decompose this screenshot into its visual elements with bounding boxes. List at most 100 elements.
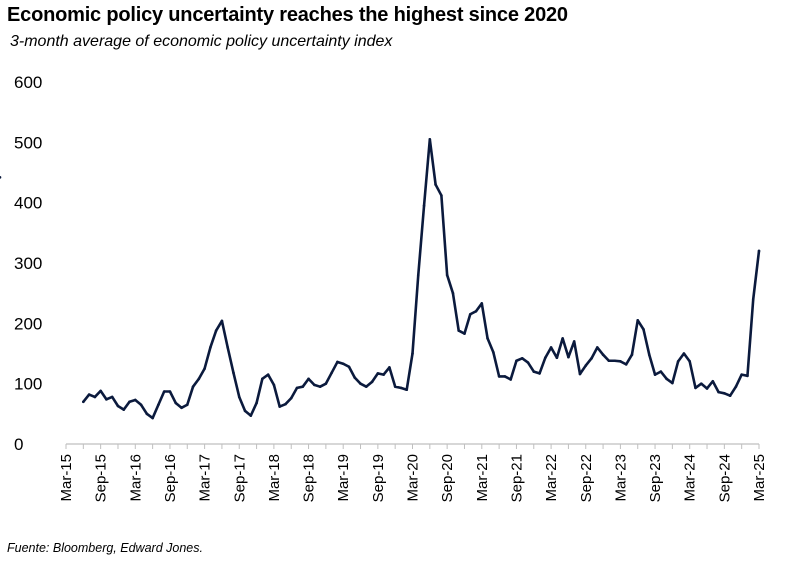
data-point — [272, 383, 276, 387]
data-point — [647, 353, 651, 357]
x-tick-label: Mar-19 — [335, 454, 352, 502]
data-point — [185, 403, 189, 407]
data-point — [665, 377, 668, 381]
x-tick-label: Mar-16 — [127, 454, 144, 502]
data-point — [295, 386, 299, 390]
data-point — [544, 356, 547, 360]
data-point — [341, 362, 345, 366]
x-tick-label: Sep-20 — [439, 454, 456, 502]
data-point — [561, 337, 564, 340]
data-point — [307, 377, 310, 381]
series-line — [82, 138, 761, 420]
data-point — [249, 414, 253, 417]
data-point — [191, 385, 195, 388]
data-point — [526, 361, 530, 364]
data-point — [555, 356, 559, 360]
y-tick-label: 600 — [14, 73, 42, 92]
data-point — [197, 377, 201, 381]
data-point — [243, 409, 247, 413]
series-group — [0, 138, 761, 420]
data-point — [359, 382, 362, 385]
x-axis: Mar-15 Sep-15 Mar-16 Sep-16 Mar-17 Sep-17 Mar-… — [58, 443, 768, 502]
data-point — [613, 359, 616, 363]
chart-subtitle: 3-month average of economic policy uncer… — [10, 33, 393, 50]
data-point — [134, 398, 137, 402]
data-point — [336, 360, 339, 364]
x-tick-label: Mar-25 — [751, 454, 768, 502]
data-point — [492, 350, 495, 354]
data-point — [486, 337, 489, 340]
x-tick-label: Sep-19 — [370, 454, 387, 502]
x-tick-label: Mar-20 — [405, 454, 422, 502]
data-point — [180, 406, 183, 410]
source-note: Fuente: Bloomberg, Edward Jones. — [7, 541, 203, 555]
data-point — [723, 392, 726, 395]
data-point — [226, 346, 229, 349]
data-point — [717, 390, 720, 394]
data-point — [538, 372, 541, 375]
data-point — [0, 176, 2, 179]
chart-title: Economic policy uncertainty reaches the … — [7, 4, 568, 26]
x-tick-label: Sep-23 — [647, 454, 664, 502]
data-point — [497, 375, 501, 378]
data-point — [503, 375, 507, 378]
data-point — [128, 400, 131, 404]
data-point — [532, 370, 536, 373]
data-point — [209, 346, 212, 349]
data-point — [659, 370, 663, 373]
y-tick-label: 500 — [14, 133, 42, 152]
x-tick-label: Mar-15 — [58, 454, 75, 502]
data-point — [93, 395, 97, 399]
data-point — [682, 352, 686, 355]
data-point — [694, 386, 697, 390]
data-point — [468, 312, 472, 316]
data-point — [145, 412, 149, 416]
data-point — [451, 291, 455, 295]
data-point — [515, 359, 518, 363]
x-tick-label: Mar-24 — [682, 454, 699, 502]
y-tick-label: 400 — [14, 194, 42, 213]
data-point — [370, 380, 374, 384]
data-point — [237, 395, 241, 399]
data-point — [653, 373, 657, 376]
data-point — [428, 138, 432, 141]
data-point — [110, 395, 114, 399]
data-point — [757, 249, 761, 253]
data-point — [411, 352, 414, 355]
data-point — [122, 408, 126, 411]
data-point — [174, 401, 178, 405]
data-point — [746, 374, 749, 378]
data-point — [353, 376, 357, 379]
data-point — [99, 389, 102, 393]
x-tick-label: Mar-23 — [612, 454, 629, 502]
data-point — [636, 319, 640, 322]
x-tick-label: Mar-22 — [543, 454, 560, 502]
y-axis: 0 100 200 300 400 500 600 — [14, 73, 42, 454]
data-point — [255, 401, 258, 405]
data-point — [157, 403, 160, 407]
data-point — [596, 346, 599, 349]
data-point — [572, 340, 576, 343]
data-point — [116, 404, 120, 408]
data-point — [422, 204, 426, 207]
data-point — [751, 297, 755, 301]
x-tick-label: Sep-16 — [162, 454, 179, 502]
data-point — [289, 396, 293, 400]
y-tick-label: 200 — [14, 314, 42, 333]
data-point — [480, 302, 484, 305]
data-point — [705, 387, 709, 390]
x-tick-label: Sep-22 — [578, 454, 595, 502]
data-point — [457, 329, 461, 332]
y-tick-label: 0 — [14, 435, 23, 454]
data-point — [382, 373, 385, 376]
data-point — [266, 373, 270, 376]
data-point — [261, 377, 264, 381]
data-point — [619, 360, 622, 363]
data-point — [601, 353, 605, 357]
data-point — [590, 357, 593, 360]
data-point — [624, 363, 628, 366]
data-point — [220, 319, 224, 323]
data-point — [699, 382, 703, 385]
data-point — [365, 385, 368, 388]
data-point — [347, 365, 351, 369]
